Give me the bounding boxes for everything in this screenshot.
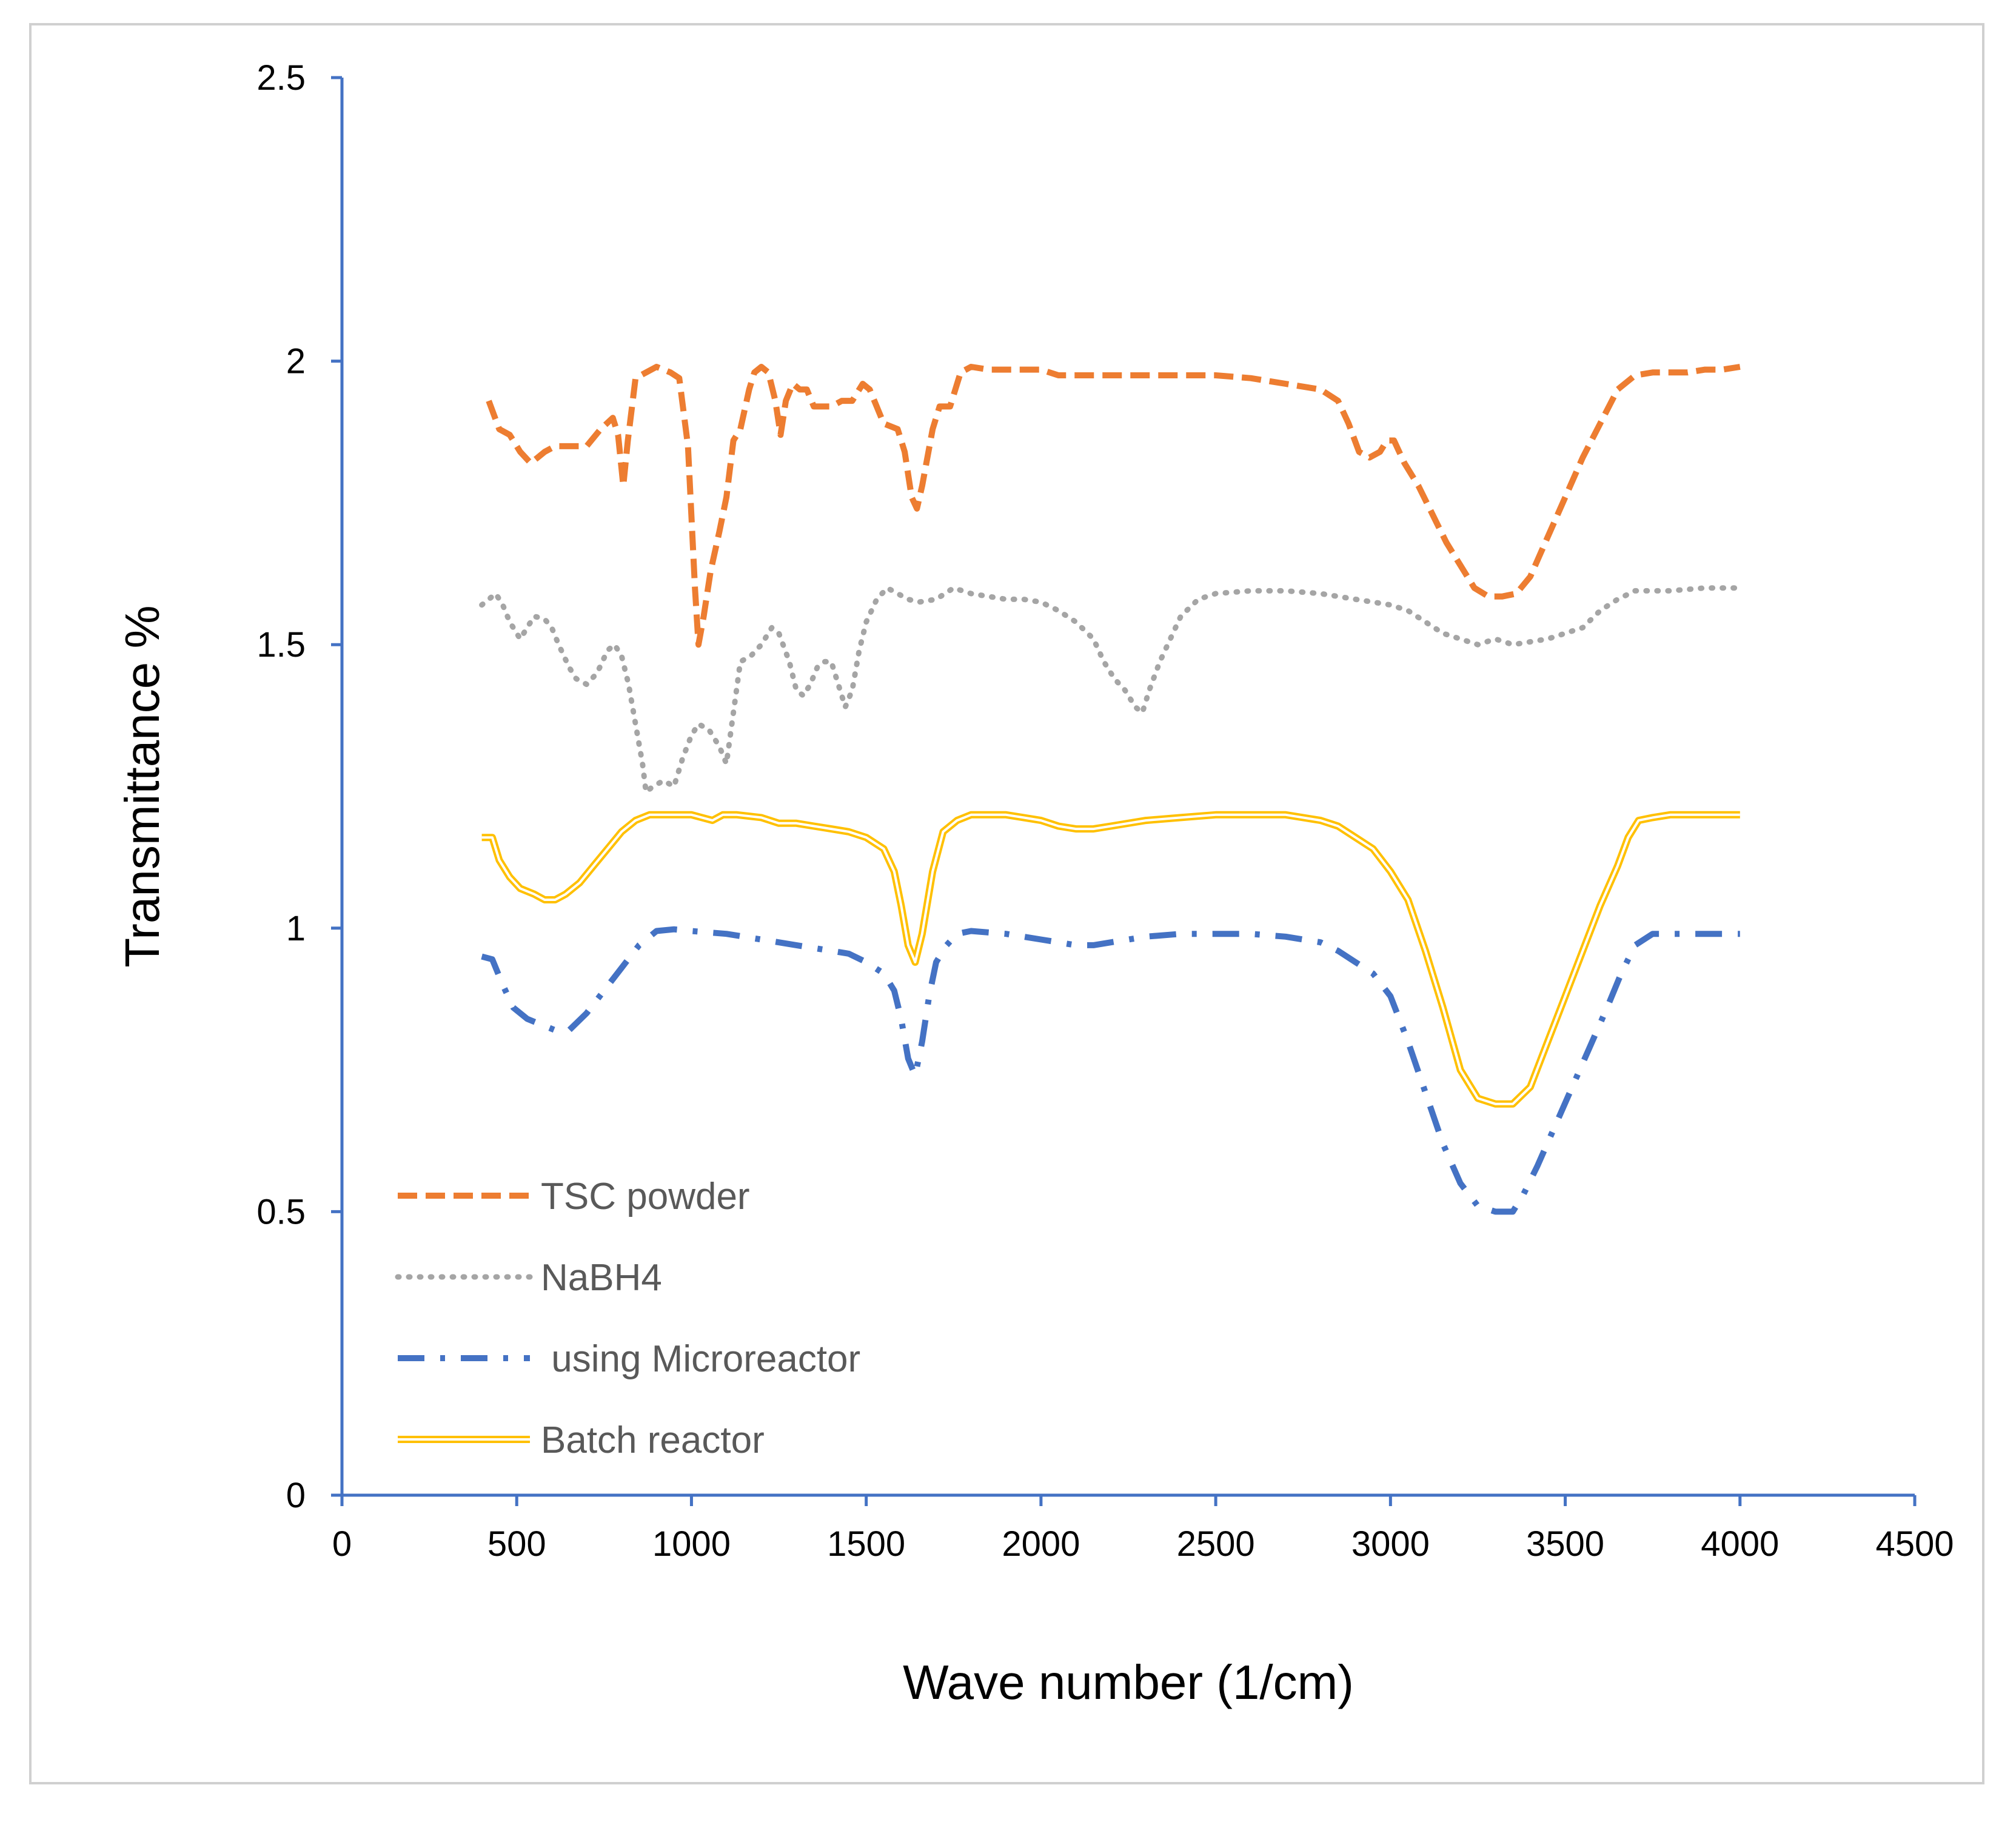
series-line bbox=[481, 926, 1740, 1215]
legend-item: TSC powder bbox=[398, 1176, 750, 1217]
y-tick-label: 2.5 bbox=[256, 58, 306, 98]
series-line bbox=[486, 364, 1741, 648]
x-tick-label: 4500 bbox=[1875, 1524, 1954, 1564]
legend-label: TSC powder bbox=[541, 1176, 750, 1217]
series-1 bbox=[486, 364, 1741, 648]
series-2 bbox=[479, 585, 1743, 795]
x-tick-label: 3000 bbox=[1351, 1524, 1430, 1564]
y-tick-label: 0.5 bbox=[256, 1192, 306, 1231]
legend-item: Batch reactor bbox=[398, 1419, 765, 1461]
y-tick-label: 1.5 bbox=[256, 625, 306, 665]
series-3 bbox=[481, 926, 1740, 1215]
x-axis-ticks: 0 500 1000 1500 2000 2500 3000 3500 4000 4500 bbox=[332, 1495, 1954, 1564]
x-tick-label: 3500 bbox=[1526, 1524, 1604, 1564]
x-tick-label: 0 bbox=[332, 1524, 352, 1564]
series-4 bbox=[481, 811, 1740, 1108]
y-tick-label: 1 bbox=[286, 909, 306, 948]
chart-frame: 0 500 1000 1500 2000 2500 3000 3500 4000 4500 0 0.… bbox=[29, 23, 1984, 1784]
legend-item: NaBH4 bbox=[395, 1257, 662, 1299]
legend-label: using Microreactor bbox=[541, 1338, 860, 1380]
y-axis-title: Transmittance % bbox=[115, 605, 169, 967]
series-line-inner bbox=[481, 813, 1740, 1105]
y-axis-ticks: 0 0.5 1 1.5 2 2.5 bbox=[256, 58, 342, 1515]
series-line bbox=[479, 585, 1743, 795]
series-layer bbox=[479, 364, 1743, 1215]
x-tick-label: 2000 bbox=[1002, 1524, 1080, 1564]
x-tick-label: 1500 bbox=[827, 1524, 905, 1564]
x-tick-label: 500 bbox=[487, 1524, 546, 1564]
y-tick-label: 0 bbox=[286, 1476, 306, 1515]
series-line bbox=[481, 811, 1740, 1108]
y-tick-label: 2 bbox=[286, 342, 306, 381]
x-tick-label: 2500 bbox=[1177, 1524, 1255, 1564]
x-tick-label: 4000 bbox=[1701, 1524, 1779, 1564]
x-tick-label: 1000 bbox=[652, 1524, 731, 1564]
legend-label: Batch reactor bbox=[541, 1419, 765, 1461]
legend-label: NaBH4 bbox=[541, 1257, 662, 1299]
legend: TSC powder NaBH4 using Microreactor Batch … bbox=[395, 1176, 860, 1461]
chart-canvas: 0 500 1000 1500 2000 2500 3000 3500 4000 4500 0 0.… bbox=[115, 58, 1954, 1709]
legend-item: using Microreactor bbox=[398, 1338, 860, 1380]
x-axis-title: Wave number (1/cm) bbox=[903, 1655, 1354, 1709]
